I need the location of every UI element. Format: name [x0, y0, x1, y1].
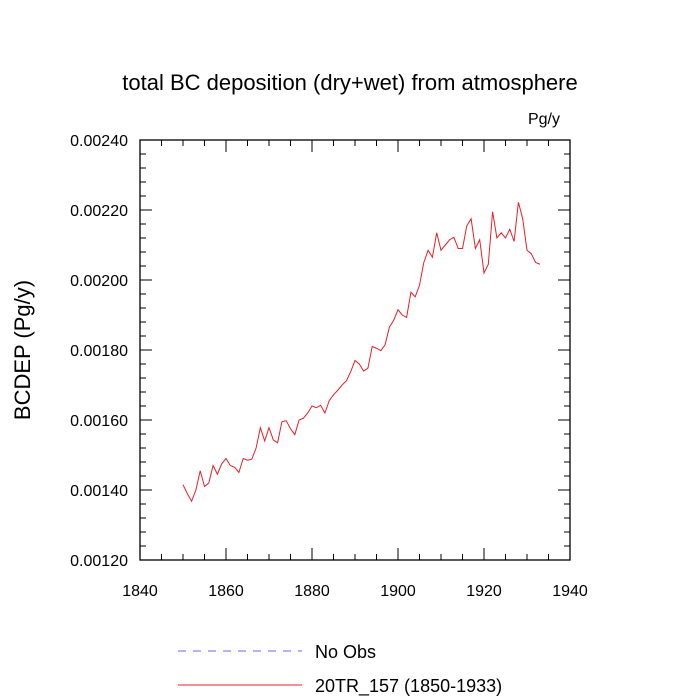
legend: No Obs 20TR_157 (1850-1933) [178, 642, 502, 697]
plot-frame [139, 139, 571, 561]
y-tick-label: 0.00240 [70, 133, 128, 150]
x-tick-label: 1880 [294, 583, 330, 600]
axis-tick-labels: 1840 1860 1880 1900 1920 1940 0.00120 0.00140 0.… [70, 133, 588, 600]
x-tick-label: 1920 [466, 583, 502, 600]
series-layer [182, 202, 541, 503]
y-axis-label: BCDEP (Pg/y) [10, 280, 35, 420]
legend-label: No Obs [315, 642, 376, 662]
y-tick-label: 0.00160 [70, 413, 128, 430]
x-tick-label: 1860 [208, 583, 244, 600]
y-tick-label: 0.00220 [70, 203, 128, 220]
units-label: Pg/y [528, 111, 560, 128]
y-tick-label: 0.00140 [70, 483, 128, 500]
axis-ticks [139, 139, 571, 561]
y-tick-label: 0.00200 [70, 273, 128, 290]
legend-label: 20TR_157 (1850-1933) [315, 676, 502, 697]
x-tick-label: 1940 [552, 583, 588, 600]
x-tick-label: 1840 [122, 583, 158, 600]
y-tick-label: 0.00180 [70, 343, 128, 360]
series-line [182, 202, 541, 503]
x-tick-label: 1900 [380, 583, 416, 600]
y-tick-label: 0.00120 [70, 553, 128, 570]
chart-title: total BC deposition (dry+wet) from atmos… [122, 70, 577, 95]
